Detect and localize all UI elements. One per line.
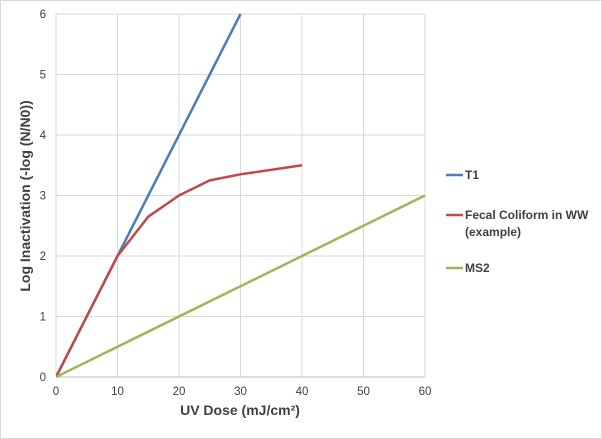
series-line-ms2 — [56, 194, 426, 378]
legend: T1 Fecal Coliform in WW (example) MS2 — [446, 168, 589, 275]
grid — [55, 13, 426, 378]
legend-label: MS2 — [465, 261, 490, 275]
series-lines — [56, 13, 426, 378]
legend-label: Fecal Coliform in WW — [465, 208, 589, 222]
series-line-fecal-coliform-in-ww — [56, 164, 303, 378]
y-tick-label: 6 — [40, 9, 46, 21]
x-tick-label: 60 — [419, 386, 432, 398]
y-tick-label: 0 — [40, 372, 46, 384]
y-tick-label: 4 — [40, 130, 47, 142]
x-tick-label: 30 — [234, 386, 247, 398]
legend-label-line2: (example) — [465, 225, 521, 239]
y-tick-label: 5 — [40, 70, 46, 82]
y-tick-label: 3 — [40, 191, 46, 203]
tick-labels: 0 10 20 30 40 50 60 0 1 2 3 4 5 6 — [40, 9, 432, 398]
y-tick-label: 1 — [40, 312, 46, 324]
y-tick-label: 2 — [40, 251, 46, 263]
x-tick-label: 0 — [53, 386, 59, 398]
x-tick-label: 10 — [111, 386, 124, 398]
x-tick-label: 50 — [357, 386, 370, 398]
x-axis-label: UV Dose (mJ/cm²) — [180, 402, 300, 418]
x-tick-label: 40 — [296, 386, 309, 398]
legend-label: T1 — [465, 168, 479, 182]
x-tick-label: 20 — [173, 386, 186, 398]
y-axis-label: Log Inactivation (-log (N/N0)) — [17, 100, 33, 291]
